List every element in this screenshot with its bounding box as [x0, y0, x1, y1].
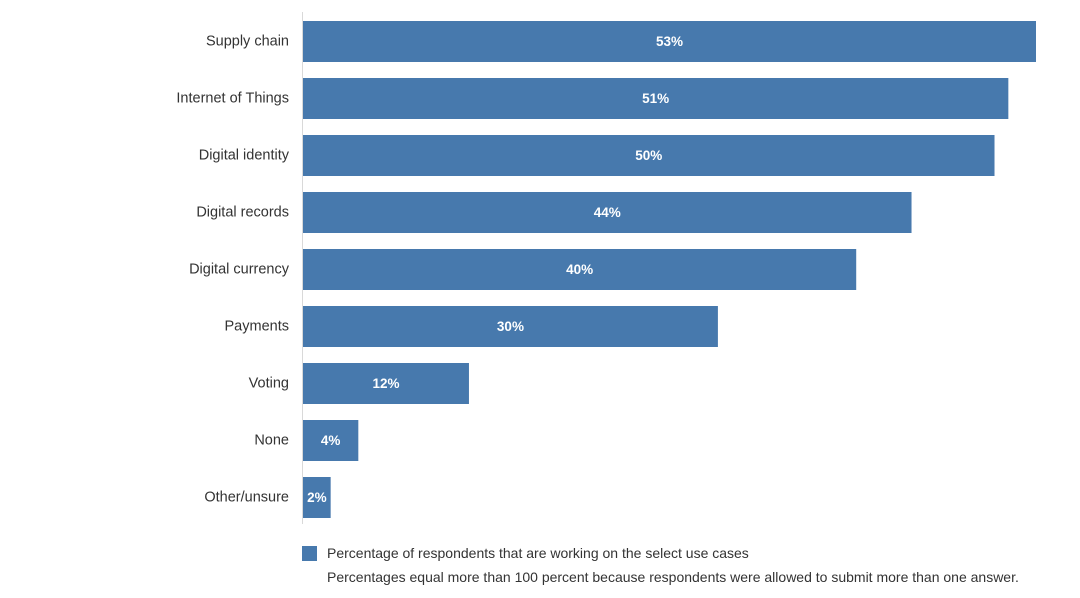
- category-label: Supply chain: [206, 34, 289, 50]
- bar-chart: Supply chain 53% Internet of Things 51% Digi…: [176, 12, 1036, 524]
- bar: [303, 306, 718, 347]
- legend-series-label: Percentage of respondents that are worki…: [327, 545, 749, 561]
- category-label: None: [254, 433, 289, 449]
- bar-value-label: 51%: [642, 91, 669, 106]
- bar: [303, 192, 912, 233]
- bar-value-label: 12%: [372, 376, 399, 391]
- category-label: Voting: [249, 376, 289, 392]
- bar: [303, 363, 469, 404]
- bar: [303, 78, 1009, 119]
- category-label: Digital currency: [189, 262, 290, 278]
- bar: [303, 420, 359, 461]
- bar-value-label: 40%: [566, 262, 593, 277]
- bar-value-label: 2%: [307, 490, 327, 505]
- legend-swatch: [302, 545, 317, 561]
- bar-value-label: 53%: [656, 34, 683, 49]
- bar: [303, 249, 857, 290]
- bar-value-label: 50%: [635, 148, 662, 163]
- chart-footnote: Percentages equal more than 100 percent …: [327, 569, 1019, 585]
- bar: [303, 21, 1036, 62]
- category-label: Internet of Things: [176, 91, 289, 107]
- category-label: Digital identity: [199, 148, 290, 164]
- legend-entry: Percentage of respondents that are worki…: [302, 544, 1019, 562]
- category-label: Other/unsure: [204, 490, 289, 506]
- bar-value-label: 44%: [594, 205, 621, 220]
- bars-group: Supply chain 53% Internet of Things 51% Digi…: [176, 21, 1036, 518]
- legend: Percentage of respondents that are worki…: [302, 544, 1019, 585]
- category-label: Digital records: [196, 205, 289, 221]
- bar-value-label: 4%: [321, 433, 341, 448]
- bar: [303, 135, 995, 176]
- category-label: Payments: [225, 319, 289, 335]
- bar-value-label: 30%: [497, 319, 524, 334]
- bar: [303, 477, 331, 518]
